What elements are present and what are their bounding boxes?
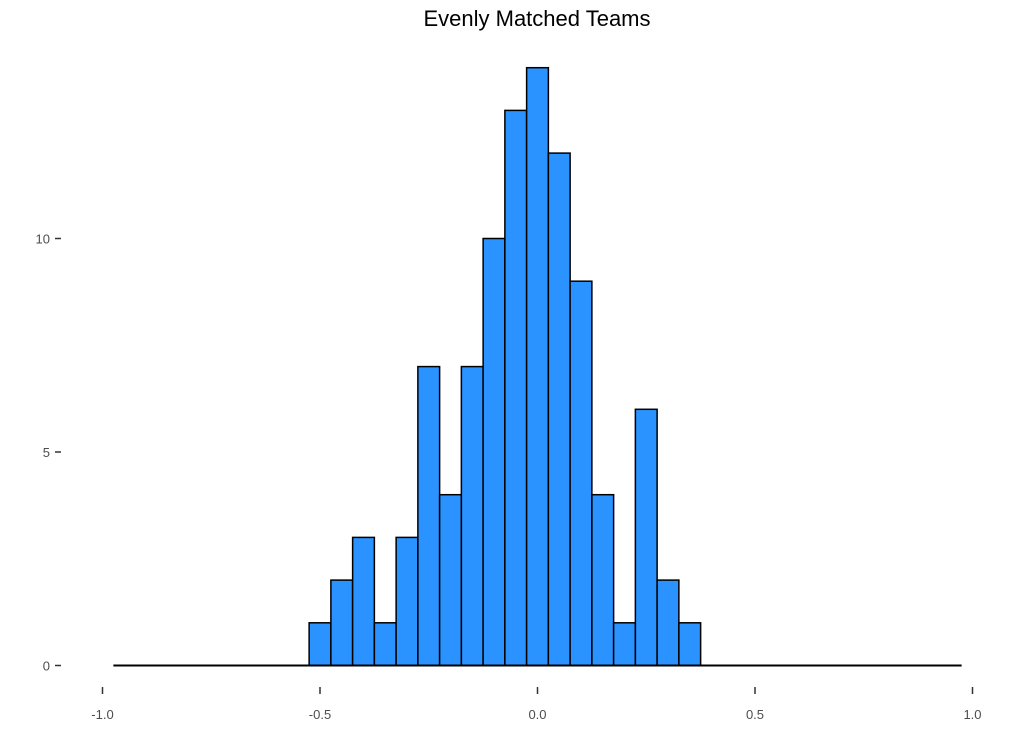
histogram-bar [330,579,354,667]
y-tick-label: 10 [36,232,50,247]
histogram-bar [438,493,463,667]
x-tick-label: -1.0 [91,707,113,722]
histogram-bar [308,622,332,667]
histogram-bar [504,109,528,667]
histogram-bar [678,622,702,667]
histogram-bar [656,579,680,667]
x-tick-label: -0.5 [309,707,331,722]
histogram-bar [612,622,637,667]
x-tick-label: 0.0 [528,707,546,722]
histogram-bar [395,536,419,667]
y-tick-label: 5 [43,445,50,460]
histogram-bar [373,622,397,667]
histogram-bar [417,365,441,667]
histogram-bar [482,237,506,667]
histogram-bar [460,365,484,667]
histogram-bar [547,152,571,667]
x-tick-label: 1.0 [963,707,981,722]
histogram-bars [308,66,702,667]
x-axis: -1.0 -0.5 0.0 0.5 1.0 [91,687,982,722]
histogram-bar [525,66,550,667]
histogram-bar [351,536,376,667]
y-axis: 0 5 10 [36,232,61,674]
y-tick-label: 0 [43,659,50,674]
histogram-bar [634,408,658,667]
x-tick-label: 0.5 [746,707,764,722]
histogram-bar [591,493,615,667]
chart-title: Evenly Matched Teams [423,6,651,31]
histogram-bar [569,280,593,667]
